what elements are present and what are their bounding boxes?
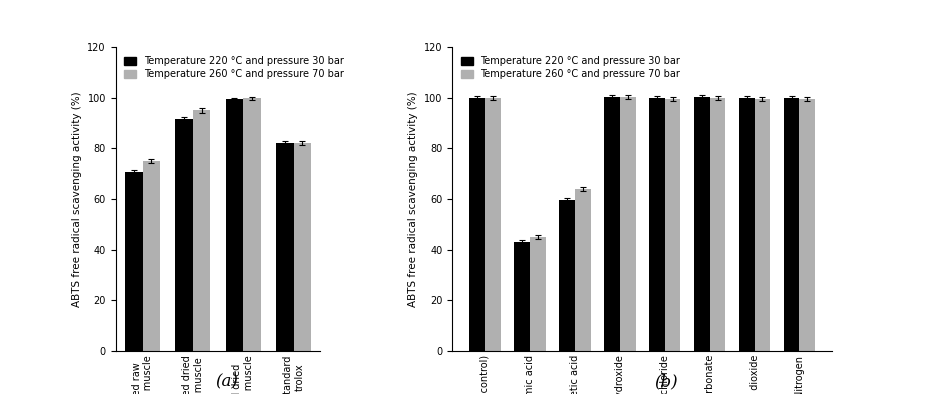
Bar — [485, 98, 500, 351]
Bar — [799, 99, 815, 351]
Bar — [575, 189, 591, 351]
Bar — [226, 99, 243, 351]
Bar — [783, 98, 799, 351]
Legend: Temperature 220 °C and pressure 30 bar, Temperature 260 °C and pressure 70 bar: Temperature 220 °C and pressure 30 bar, … — [120, 52, 348, 83]
Bar — [755, 99, 771, 351]
Bar — [469, 98, 485, 351]
Bar — [293, 143, 311, 351]
Bar — [560, 200, 575, 351]
Bar — [604, 97, 620, 351]
Text: (b): (b) — [654, 373, 678, 390]
Bar — [665, 99, 681, 351]
Bar — [530, 237, 546, 351]
Bar — [514, 242, 530, 351]
Y-axis label: ABTS free radical scavenging activity (%): ABTS free radical scavenging activity (%… — [72, 91, 81, 307]
Bar — [739, 98, 755, 351]
Bar — [694, 97, 709, 351]
Bar — [649, 98, 665, 351]
Bar — [620, 97, 635, 351]
Bar — [276, 143, 293, 351]
Bar — [142, 161, 160, 351]
Bar — [709, 98, 725, 351]
Bar — [175, 119, 193, 351]
Bar — [243, 98, 261, 351]
Bar — [193, 110, 211, 351]
Legend: Temperature 220 °C and pressure 30 bar, Temperature 260 °C and pressure 70 bar: Temperature 220 °C and pressure 30 bar, … — [457, 52, 684, 83]
Bar — [125, 173, 142, 351]
Y-axis label: ABTS free radical scavenging activity (%): ABTS free radical scavenging activity (%… — [408, 91, 418, 307]
Text: (a): (a) — [216, 373, 238, 390]
